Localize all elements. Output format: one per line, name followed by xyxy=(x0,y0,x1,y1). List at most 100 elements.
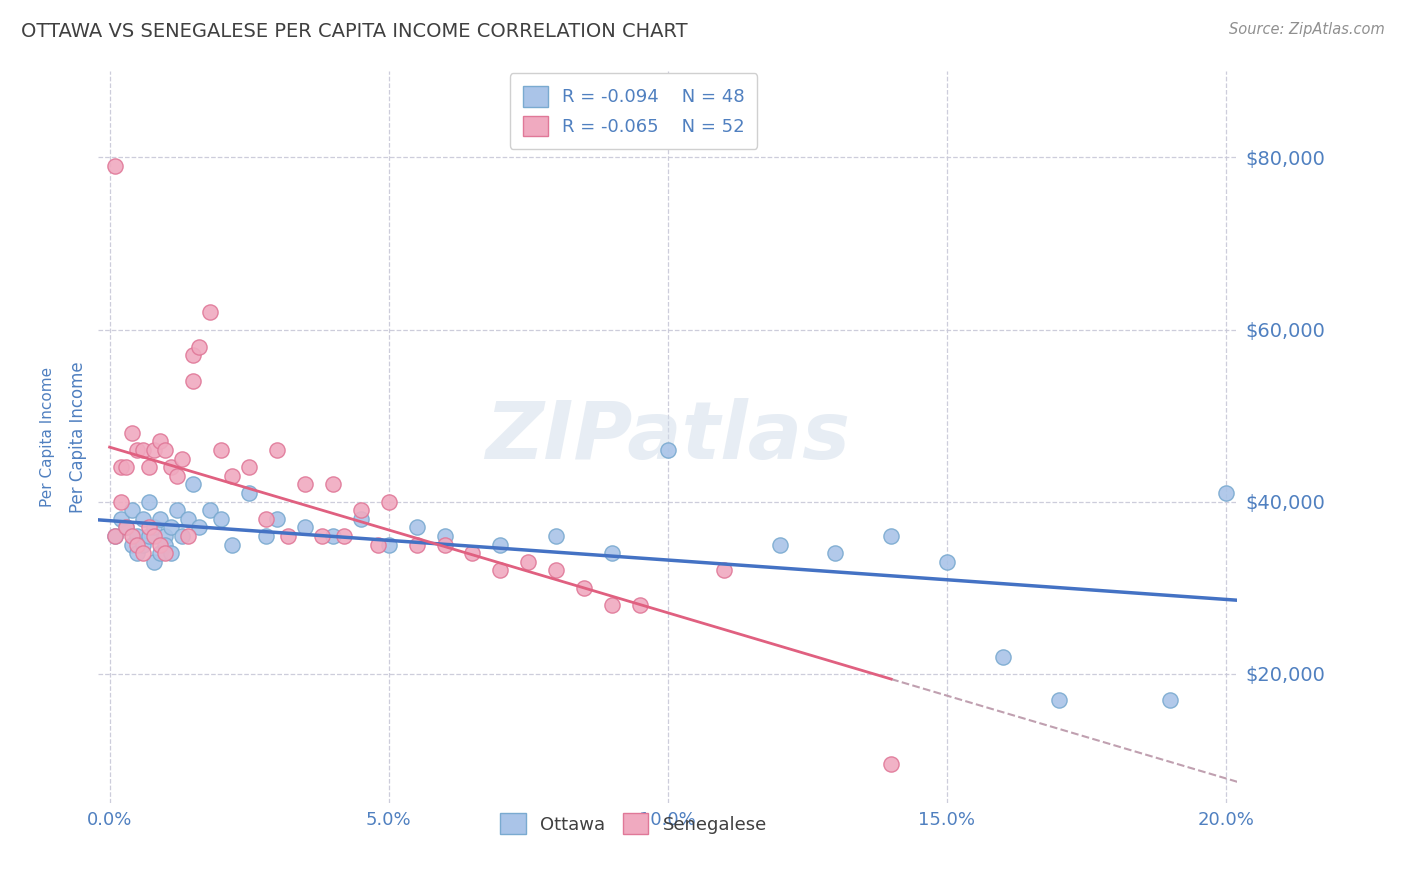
Point xyxy=(517,555,540,569)
Point xyxy=(238,486,260,500)
Point xyxy=(489,538,512,552)
Text: ZIPatlas: ZIPatlas xyxy=(485,398,851,476)
Point xyxy=(132,538,155,552)
Point xyxy=(991,649,1014,664)
Point xyxy=(121,538,143,552)
Point xyxy=(183,348,205,362)
Point xyxy=(143,442,166,457)
Text: Source: ZipAtlas.com: Source: ZipAtlas.com xyxy=(1229,22,1385,37)
Point xyxy=(166,468,188,483)
Text: Per Capita Income: Per Capita Income xyxy=(39,367,55,508)
Point xyxy=(155,538,177,552)
Point xyxy=(187,520,209,534)
Point xyxy=(132,512,155,526)
Text: OTTAWA VS SENEGALESE PER CAPITA INCOME CORRELATION CHART: OTTAWA VS SENEGALESE PER CAPITA INCOME C… xyxy=(21,22,688,41)
Point xyxy=(104,529,127,543)
Point xyxy=(121,503,143,517)
Point xyxy=(187,340,209,354)
Point xyxy=(628,598,651,612)
Point xyxy=(149,434,172,449)
Point xyxy=(127,529,149,543)
Point xyxy=(209,512,232,526)
Point xyxy=(110,460,132,475)
Point xyxy=(209,442,232,457)
Point xyxy=(377,494,399,508)
Point xyxy=(127,546,149,560)
Point xyxy=(155,546,177,560)
Point xyxy=(121,529,143,543)
Point xyxy=(221,538,243,552)
Point xyxy=(546,529,568,543)
Point xyxy=(143,520,166,534)
Point xyxy=(322,529,344,543)
Point xyxy=(489,564,512,578)
Point xyxy=(294,477,316,491)
Point xyxy=(600,546,623,560)
Point xyxy=(138,520,160,534)
Point xyxy=(138,494,160,508)
Point xyxy=(198,503,221,517)
Y-axis label: Per Capita Income: Per Capita Income xyxy=(69,361,87,513)
Point xyxy=(115,460,138,475)
Point xyxy=(657,442,679,457)
Point xyxy=(433,538,456,552)
Point xyxy=(600,598,623,612)
Point xyxy=(350,503,373,517)
Point xyxy=(104,159,127,173)
Point xyxy=(266,442,288,457)
Point xyxy=(433,529,456,543)
Point xyxy=(1047,692,1070,706)
Point xyxy=(132,546,155,560)
Point xyxy=(149,538,172,552)
Point xyxy=(367,538,389,552)
Point xyxy=(461,546,484,560)
Point xyxy=(266,512,288,526)
Point xyxy=(333,529,356,543)
Point xyxy=(177,512,200,526)
Point xyxy=(143,529,166,543)
Point xyxy=(183,477,205,491)
Legend: Ottawa, Senegalese: Ottawa, Senegalese xyxy=(494,806,775,841)
Point xyxy=(121,425,143,440)
Point xyxy=(1215,486,1237,500)
Point xyxy=(350,512,373,526)
Point xyxy=(1159,692,1181,706)
Point xyxy=(172,529,194,543)
Point xyxy=(110,494,132,508)
Point xyxy=(127,442,149,457)
Point xyxy=(149,546,172,560)
Point xyxy=(160,520,183,534)
Point xyxy=(936,555,959,569)
Point xyxy=(155,529,177,543)
Point xyxy=(311,529,333,543)
Point xyxy=(880,529,903,543)
Point xyxy=(277,529,299,543)
Point xyxy=(572,581,595,595)
Point xyxy=(127,538,149,552)
Point xyxy=(143,555,166,569)
Point xyxy=(138,529,160,543)
Point xyxy=(115,520,138,534)
Point xyxy=(221,468,243,483)
Point xyxy=(238,460,260,475)
Point xyxy=(294,520,316,534)
Point xyxy=(254,529,277,543)
Point xyxy=(104,529,127,543)
Point xyxy=(768,538,790,552)
Point xyxy=(160,546,183,560)
Point xyxy=(166,503,188,517)
Point xyxy=(322,477,344,491)
Point xyxy=(177,529,200,543)
Point xyxy=(138,460,160,475)
Point xyxy=(183,374,205,388)
Point xyxy=(132,442,155,457)
Point xyxy=(155,442,177,457)
Point xyxy=(115,520,138,534)
Point xyxy=(172,451,194,466)
Point xyxy=(546,564,568,578)
Point xyxy=(110,512,132,526)
Point xyxy=(405,520,427,534)
Point xyxy=(713,564,735,578)
Point xyxy=(254,512,277,526)
Point xyxy=(149,512,172,526)
